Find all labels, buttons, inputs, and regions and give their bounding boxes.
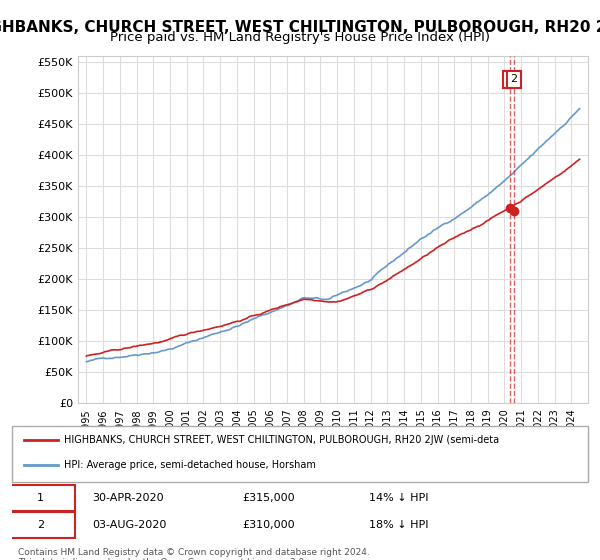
Text: HPI: Average price, semi-detached house, Horsham: HPI: Average price, semi-detached house,… (64, 460, 316, 470)
FancyBboxPatch shape (12, 426, 588, 482)
Text: £310,000: £310,000 (242, 520, 295, 530)
Text: 18% ↓ HPI: 18% ↓ HPI (369, 520, 428, 530)
Text: 1: 1 (506, 74, 514, 84)
Text: 1: 1 (37, 493, 44, 503)
Text: Price paid vs. HM Land Registry's House Price Index (HPI): Price paid vs. HM Land Registry's House … (110, 31, 490, 44)
Text: HIGHBANKS, CHURCH STREET, WEST CHILTINGTON, PULBOROUGH, RH20 2JW: HIGHBANKS, CHURCH STREET, WEST CHILTINGT… (0, 20, 600, 35)
Text: 03-AUG-2020: 03-AUG-2020 (92, 520, 167, 530)
FancyBboxPatch shape (6, 512, 76, 538)
Text: £315,000: £315,000 (242, 493, 295, 503)
Text: 2: 2 (37, 520, 44, 530)
Text: 30-APR-2020: 30-APR-2020 (92, 493, 164, 503)
Text: HIGHBANKS, CHURCH STREET, WEST CHILTINGTON, PULBOROUGH, RH20 2JW (semi-deta: HIGHBANKS, CHURCH STREET, WEST CHILTINGT… (64, 435, 499, 445)
Text: 2: 2 (511, 74, 518, 84)
Text: Contains HM Land Registry data © Crown copyright and database right 2024.
This d: Contains HM Land Registry data © Crown c… (18, 548, 370, 560)
FancyBboxPatch shape (6, 484, 76, 511)
Text: 14% ↓ HPI: 14% ↓ HPI (369, 493, 428, 503)
